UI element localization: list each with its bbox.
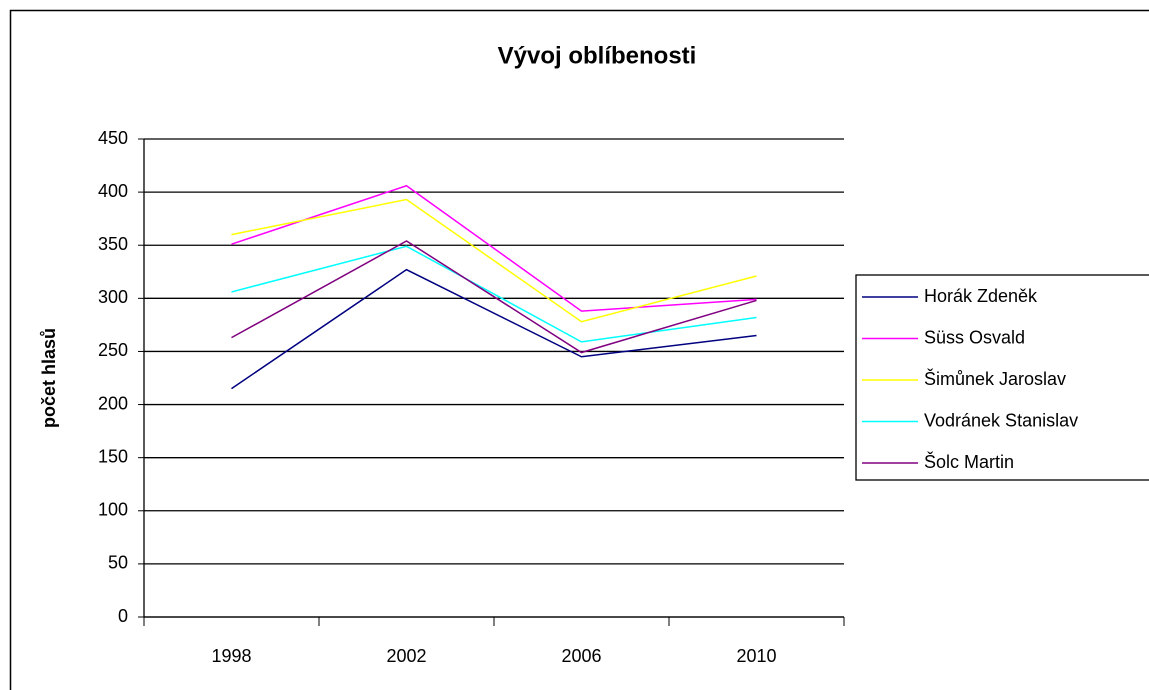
y-tick-label: 250 xyxy=(98,340,128,360)
y-tick-label: 350 xyxy=(98,234,128,254)
chart-title: Vývoj oblíbenosti xyxy=(498,42,697,69)
y-axis-label: počet hlasů xyxy=(39,328,59,428)
legend-label: Horák Zdeněk xyxy=(924,286,1038,306)
y-tick-label: 450 xyxy=(98,128,128,148)
legend-label: Vodránek Stanislav xyxy=(924,410,1078,430)
legend-box xyxy=(855,274,1149,481)
y-tick-label: 200 xyxy=(98,393,128,413)
y-tick-label: 100 xyxy=(98,500,128,520)
legend-label: Šimůnek Jaroslav xyxy=(924,368,1066,389)
series-line xyxy=(231,268,757,390)
y-tick-label: 0 xyxy=(118,606,128,626)
y-tick-label: 50 xyxy=(108,553,128,573)
x-tick-label: 2002 xyxy=(386,646,426,666)
legend-label: Süss Osvald xyxy=(924,327,1025,347)
x-tick-label: 2006 xyxy=(561,646,601,666)
x-tick-label: 2010 xyxy=(736,646,776,666)
y-tick-label: 300 xyxy=(98,287,128,307)
series-line xyxy=(231,240,757,354)
x-tick-label: 1998 xyxy=(211,646,251,666)
y-tick-label: 150 xyxy=(98,446,128,466)
series-line xyxy=(231,245,757,343)
series-line xyxy=(231,184,757,312)
series-line xyxy=(231,198,757,323)
legend-label: Šolc Martin xyxy=(924,451,1014,472)
y-tick-label: 400 xyxy=(98,181,128,201)
